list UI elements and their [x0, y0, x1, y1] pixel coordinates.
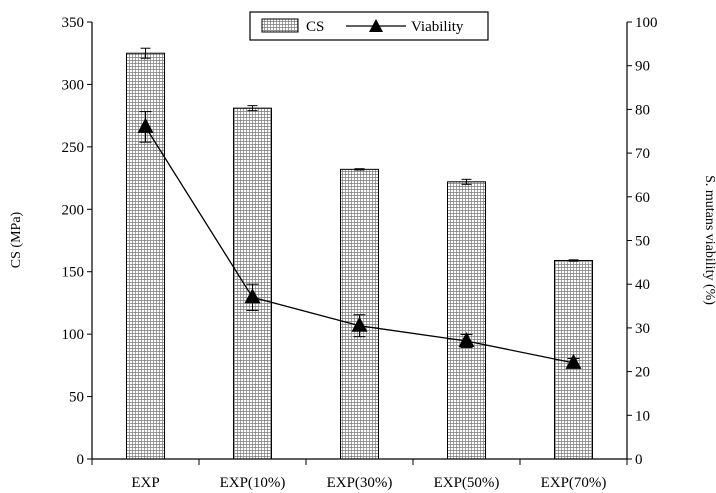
left-ticks: 0 50 100 150 200 250 300 350 — [62, 15, 92, 468]
x-tick-label: EXP(50%) — [434, 475, 500, 491]
right-tick-label: 50 — [635, 234, 650, 250]
viability-point — [458, 332, 475, 348]
right-tick-label: 0 — [635, 452, 643, 468]
y2-axis-title: S. mutans viability (%) — [702, 175, 716, 305]
bar-error-bar — [140, 47, 151, 59]
right-tick-label: 60 — [635, 190, 650, 206]
bar-error-bar — [461, 178, 472, 185]
right-ticks: 0 10 20 30 40 50 60 70 80 90 100 — [627, 15, 658, 468]
left-tick-label: 300 — [62, 77, 85, 93]
right-tick-label: 100 — [635, 15, 658, 31]
right-tick-label: 40 — [635, 277, 650, 293]
bar-error-bars — [140, 47, 579, 262]
legend-swatch-cs — [261, 18, 299, 33]
left-tick-label: 0 — [77, 452, 85, 468]
x-tick-label: EXP(30%) — [327, 475, 393, 491]
bar — [340, 168, 379, 460]
viability-point — [351, 316, 368, 332]
bar — [233, 107, 272, 460]
right-tick-label: 20 — [635, 365, 650, 381]
right-tick-label: 30 — [635, 321, 650, 337]
left-tick-label: 50 — [69, 390, 84, 406]
viability-point — [244, 288, 261, 304]
bar — [447, 181, 486, 460]
x-tick-label: EXP — [131, 475, 159, 491]
legend-label-cs: CS — [306, 19, 324, 35]
right-tick-label: 90 — [635, 59, 650, 75]
left-tick-label: 200 — [62, 202, 85, 218]
left-tick-label: 100 — [62, 327, 85, 343]
x-tick-label: EXP(10%) — [220, 475, 286, 491]
left-tick-label: 250 — [62, 140, 85, 156]
viability-point — [137, 117, 154, 133]
x-ticks: EXP EXP(10%) EXP(30%) EXP(50%) EXP(70%) — [91, 459, 628, 491]
x-tick-label: EXP(70%) — [541, 475, 607, 491]
right-tick-label: 70 — [635, 146, 650, 162]
viability-point — [565, 353, 582, 369]
legend-label-viability: Viability — [411, 19, 464, 35]
bar-series-cs — [126, 52, 593, 460]
right-tick-label: 10 — [635, 408, 650, 424]
line-series-viability — [137, 111, 582, 369]
legend-marker-viability — [369, 19, 383, 32]
legend: CS Viability — [249, 11, 489, 41]
y-axis-title: CS (MPa) — [9, 211, 24, 268]
left-tick-label: 150 — [62, 265, 85, 281]
bar-error-bar — [568, 259, 579, 262]
bar-error-bar — [247, 105, 258, 112]
right-tick-label: 80 — [635, 102, 650, 118]
left-tick-label: 350 — [62, 15, 85, 31]
bar-error-bar — [354, 168, 365, 171]
